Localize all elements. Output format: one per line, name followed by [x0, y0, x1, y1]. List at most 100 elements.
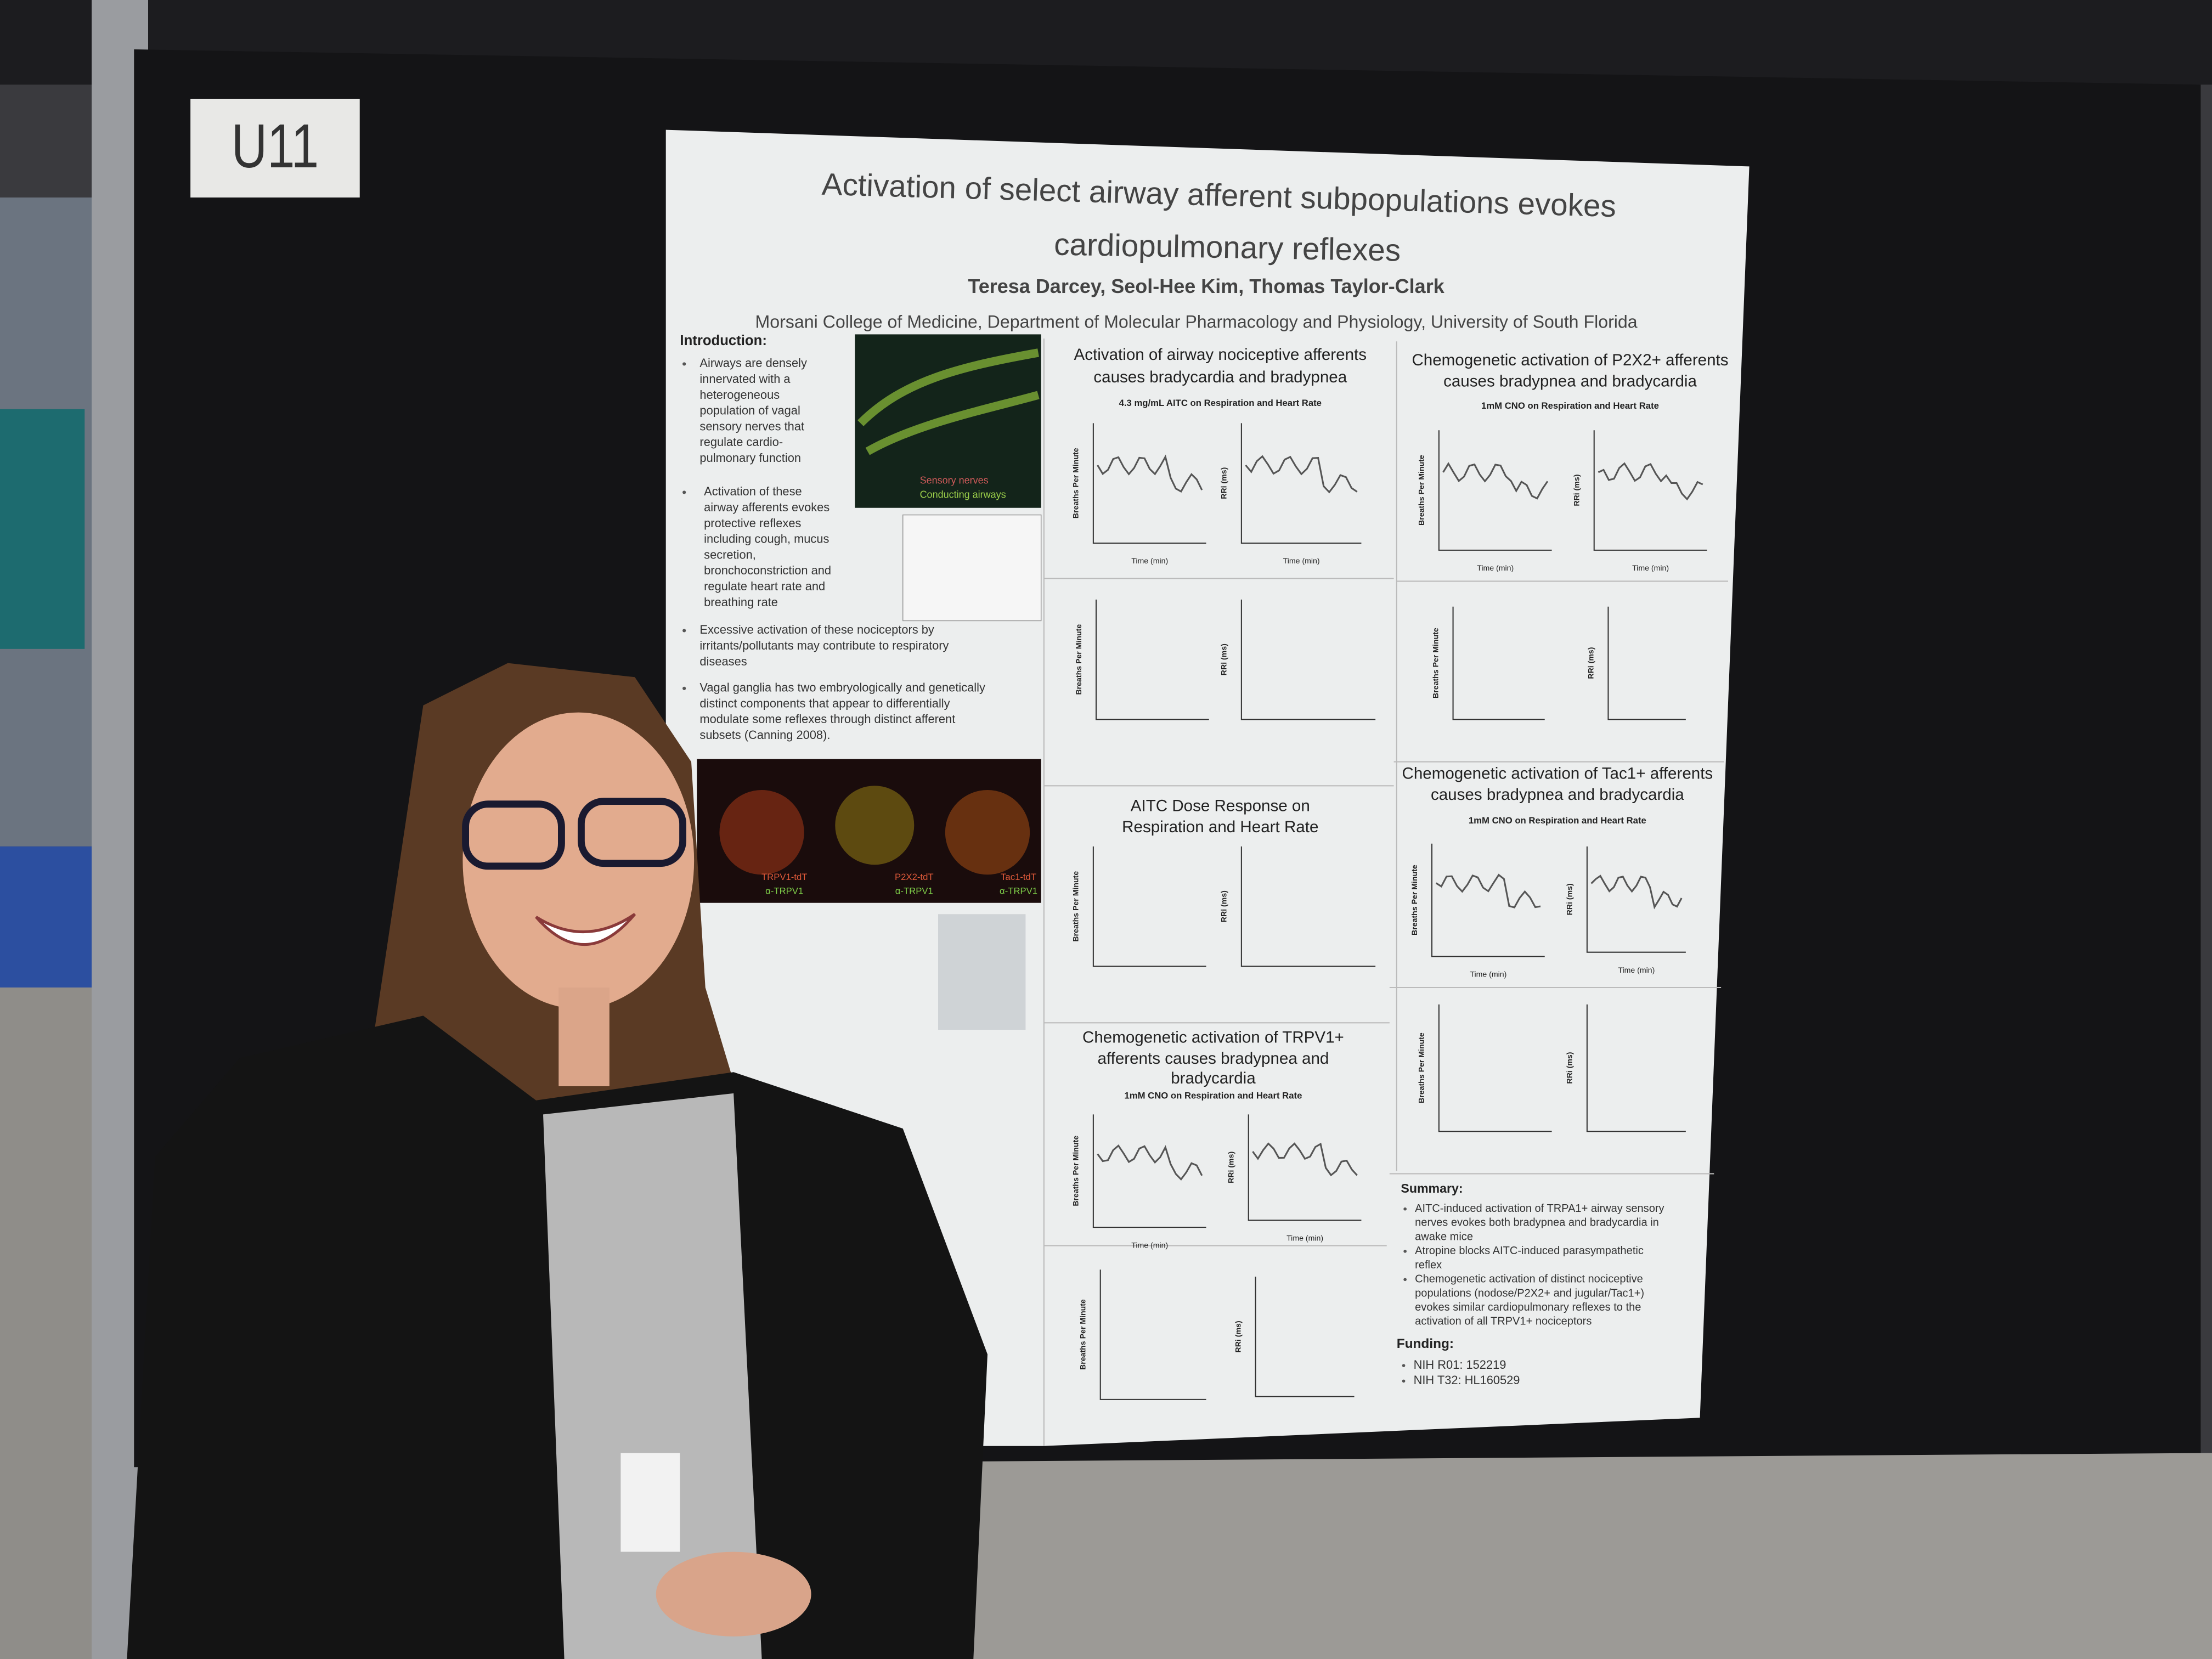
intro-text: pulmonary function — [699, 451, 801, 465]
axis-label: RRi (ms) — [1220, 467, 1228, 499]
axis-label: Time (min) — [1470, 970, 1506, 979]
intro-text: sensory nerves that — [699, 419, 804, 433]
smile — [535, 913, 636, 946]
chart-axes — [1240, 599, 1376, 720]
summary-text: reflex — [1415, 1259, 1442, 1271]
axis-label: Time (min) — [1131, 556, 1168, 565]
chart-axes — [1240, 846, 1376, 967]
ganglia-label: α-TRPV1 — [1000, 886, 1037, 896]
axis-label: Breaths Per Minute — [1079, 1299, 1087, 1370]
intro-text: distinct components that appear to diffe… — [699, 696, 950, 710]
axis-label: RRi (ms) — [1227, 1152, 1235, 1183]
panel-title: bradycardia — [1171, 1069, 1256, 1087]
axis-label: Breaths Per Minute — [1071, 871, 1080, 942]
intro-text: innervated with a — [699, 372, 791, 386]
intro-text: breathing rate — [704, 595, 778, 609]
funding-item: NIH R01: 152219 — [1414, 1358, 1506, 1372]
axis-label: Time (min) — [1283, 556, 1320, 565]
intro-text: regulate cardio- — [699, 435, 783, 449]
panel-title: Chemogenetic activation of P2X2+ afferen… — [1412, 351, 1728, 369]
ganglion — [945, 790, 1030, 875]
g — [1043, 338, 1729, 1446]
trace — [1245, 455, 1358, 494]
bullet — [1403, 1207, 1407, 1211]
face — [462, 712, 695, 1009]
bullet — [682, 490, 686, 494]
glasses — [462, 800, 565, 870]
ganglia-label: α-TRPV1 — [765, 886, 803, 896]
intro-text: including cough, mucus — [704, 532, 829, 546]
chart-axes — [1092, 846, 1206, 967]
axis-label: Time (min) — [1477, 563, 1514, 572]
bullet — [1403, 1278, 1407, 1282]
funding-item: NIH T32: HL160529 — [1414, 1373, 1520, 1387]
chart-axes — [1255, 1277, 1355, 1397]
panel-title: Chemogenetic activation of TRPV1+ — [1082, 1028, 1344, 1046]
bullet — [682, 686, 686, 690]
chart-axes — [1431, 843, 1545, 957]
axis-label: Breaths Per Minute — [1417, 455, 1426, 526]
chart-axes — [1607, 606, 1686, 720]
axis-label: Breaths Per Minute — [1417, 1032, 1426, 1103]
section-heading: Funding: — [1397, 1336, 1454, 1351]
axis-label: Breaths Per Minute — [1410, 865, 1419, 935]
ganglion — [719, 790, 804, 875]
image-label: Conducting airways — [920, 489, 1006, 500]
trace — [1598, 462, 1703, 501]
banner — [0, 409, 85, 649]
panel-subtitle: 1mM CNO on Respiration and Heart Rate — [1481, 400, 1659, 411]
image-label: Sensory nerves — [920, 475, 989, 486]
summary-text: nerves evokes both bradypnea and bradyca… — [1415, 1217, 1659, 1229]
ganglia-label: P2X2-tdT — [895, 872, 934, 882]
chart-axes — [1240, 423, 1362, 544]
panel-title: afferents causes bradypnea and — [1098, 1049, 1329, 1068]
trace — [1097, 454, 1203, 493]
intro-text: bronchoconstriction and — [704, 563, 831, 577]
panel-title: Chemogenetic activation of Tac1+ afferen… — [1402, 765, 1713, 783]
chart-axes — [1438, 1004, 1552, 1132]
intro-text: secretion, — [704, 548, 756, 561]
intro-text: Vagal ganglia has two embryologically an… — [699, 681, 985, 695]
bullet — [1402, 1364, 1406, 1367]
panel-title: Activation of airway nociceptive afferen… — [1074, 346, 1367, 364]
bullet — [1402, 1379, 1406, 1383]
intro-text: Activation of these — [704, 484, 802, 498]
panel-title: causes bradypnea and bradycardia — [1431, 786, 1684, 804]
intro-text: population of vagal — [699, 404, 800, 417]
intro-text: subsets (Canning 2008). — [699, 728, 830, 742]
trace — [1097, 1144, 1203, 1181]
summary-text: awake mice — [1415, 1231, 1473, 1243]
axis-label: RRi (ms) — [1220, 644, 1228, 675]
panel-title: causes bradycardia and bradypnea — [1093, 368, 1347, 386]
intro-text: protective reflexes — [704, 516, 801, 530]
axis-label: Time (min) — [1286, 1233, 1323, 1242]
neck — [558, 988, 610, 1086]
axis-label: Time (min) — [1632, 563, 1669, 572]
summary-text: AITC-induced activation of TRPA1+ airway… — [1415, 1203, 1664, 1215]
intro-text: Excessive activation of these nociceptor… — [699, 623, 934, 636]
axis-label: RRi (ms) — [1572, 475, 1581, 506]
summary-text: activation of all TRPV1+ nociceptors — [1415, 1316, 1592, 1328]
panel-subtitle: 1mM CNO on Respiration and Heart Rate — [1124, 1090, 1302, 1101]
axis-label: RRi (ms) — [1220, 890, 1228, 922]
board-label-card — [190, 99, 360, 198]
panel-title: AITC Dose Response on — [1131, 797, 1310, 815]
poster-authors: Teresa Darcey, Seol-Hee Kim, Thomas Tayl… — [968, 275, 1444, 297]
glasses — [578, 798, 686, 867]
panel-subtitle: 1mM CNO on Respiration and Heart Rate — [1469, 815, 1646, 826]
bullet — [682, 629, 686, 633]
summary-text: Chemogenetic activation of distinct noci… — [1415, 1273, 1643, 1285]
diagram — [902, 514, 1042, 622]
chart-axes — [1095, 599, 1209, 720]
section-heading: Summary: — [1401, 1181, 1463, 1195]
section-heading: Introduction: — [680, 333, 766, 348]
axis-label: Breaths Per Minute — [1071, 1136, 1080, 1206]
poster-title: cardiopulmonary reflexes — [1054, 227, 1401, 268]
chart-axes — [1092, 423, 1206, 544]
intro-text: irritants/pollutants may contribute to r… — [699, 639, 949, 652]
chart-axes — [1586, 1004, 1686, 1132]
axis-label: Time (min) — [1131, 1240, 1168, 1249]
ganglia-label: α-TRPV1 — [895, 886, 933, 896]
